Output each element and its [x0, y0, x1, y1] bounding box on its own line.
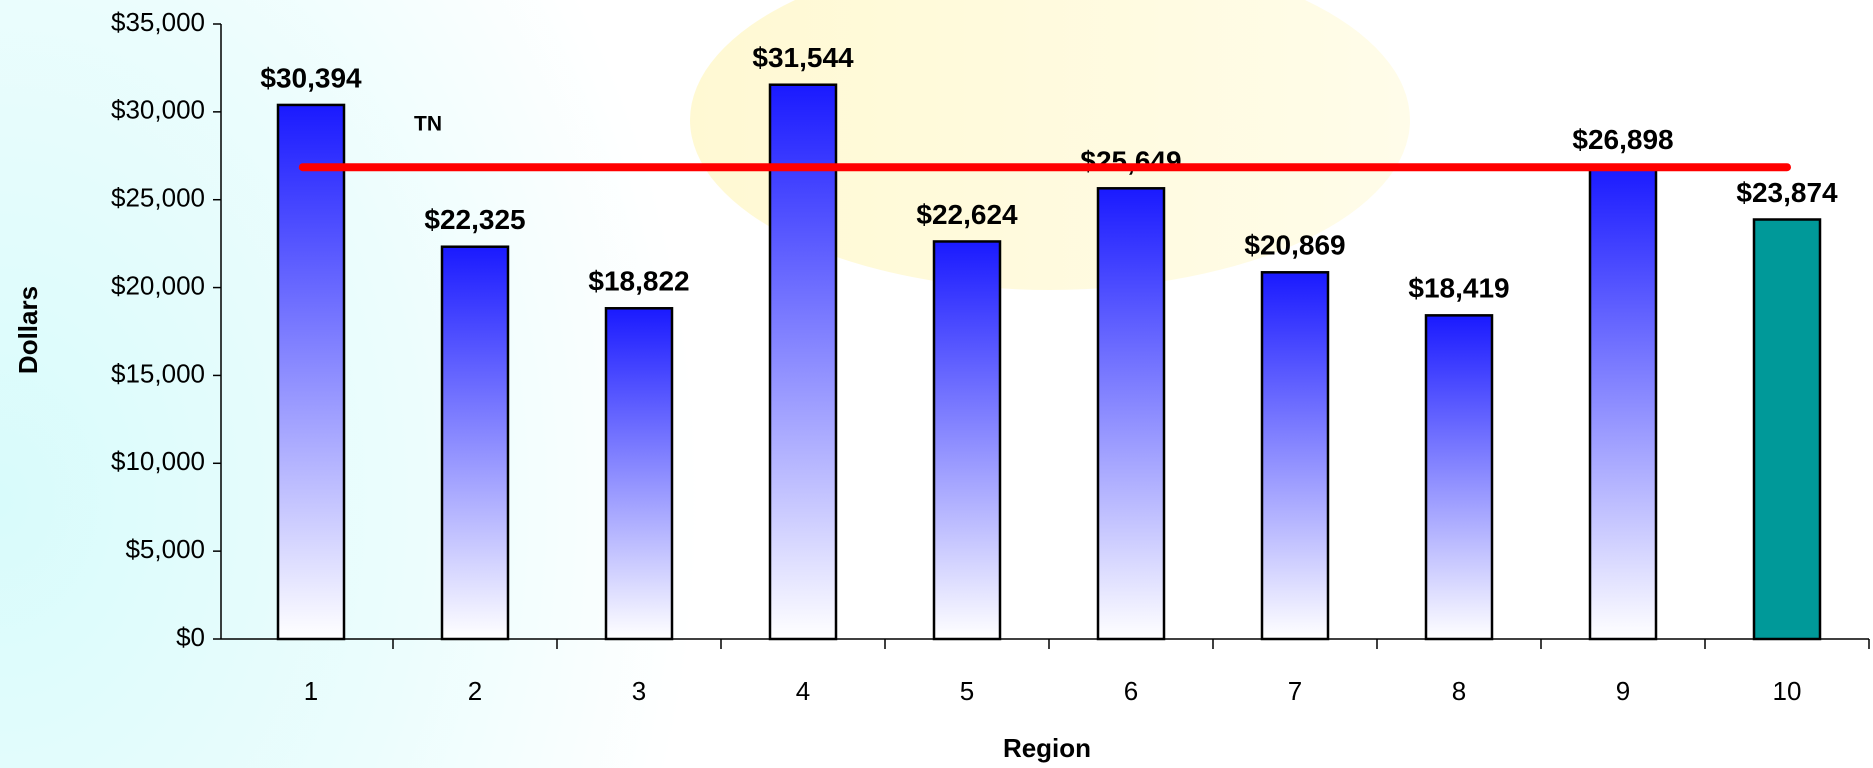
value-label: $30,394: [260, 62, 362, 93]
bar: [1260, 271, 1330, 641]
y-tick-label: $25,000: [111, 183, 205, 213]
reference-label: TN: [414, 113, 442, 136]
y-tick-label: $30,000: [111, 95, 205, 125]
value-label: $31,544: [752, 42, 854, 73]
bar: [276, 103, 346, 641]
bar: [932, 240, 1002, 641]
bar: [768, 83, 838, 641]
bar: [440, 245, 510, 641]
bar: [1752, 218, 1822, 641]
y-tick-label: $15,000: [111, 358, 205, 388]
x-tick-label: 10: [1773, 676, 1802, 706]
y-tick-label: $35,000: [111, 7, 205, 37]
x-tick-label: 6: [1124, 676, 1138, 706]
x-axis-label: Region: [1003, 733, 1091, 763]
watermark: [690, 0, 1410, 290]
value-label: $22,624: [916, 199, 1018, 230]
x-tick-label: 8: [1452, 676, 1466, 706]
y-tick-label: $20,000: [111, 270, 205, 300]
y-tick-label: $10,000: [111, 446, 205, 476]
x-tick-label: 1: [304, 676, 318, 706]
y-tick-label: $5,000: [125, 534, 205, 564]
value-label: $26,898: [1572, 124, 1673, 155]
value-label: $18,822: [588, 266, 689, 297]
value-label: $23,874: [1736, 177, 1838, 208]
value-label: $22,325: [424, 204, 525, 235]
bar: [1588, 165, 1658, 641]
x-tick-label: 9: [1616, 676, 1630, 706]
value-label: $20,869: [1244, 230, 1345, 261]
x-tick-label: 3: [632, 676, 646, 706]
x-tick-label: 5: [960, 676, 974, 706]
x-tick-label: 7: [1288, 676, 1302, 706]
x-tick-label: 4: [796, 676, 810, 706]
y-tick-label: $0: [176, 622, 205, 652]
value-label: $25,649: [1080, 146, 1181, 177]
bar: [1096, 187, 1166, 641]
bar: [604, 307, 674, 641]
bar: [1424, 314, 1494, 641]
y-axis-label: Dollars: [13, 286, 43, 374]
x-tick-label: 2: [468, 676, 482, 706]
value-label: $18,419: [1408, 273, 1509, 304]
